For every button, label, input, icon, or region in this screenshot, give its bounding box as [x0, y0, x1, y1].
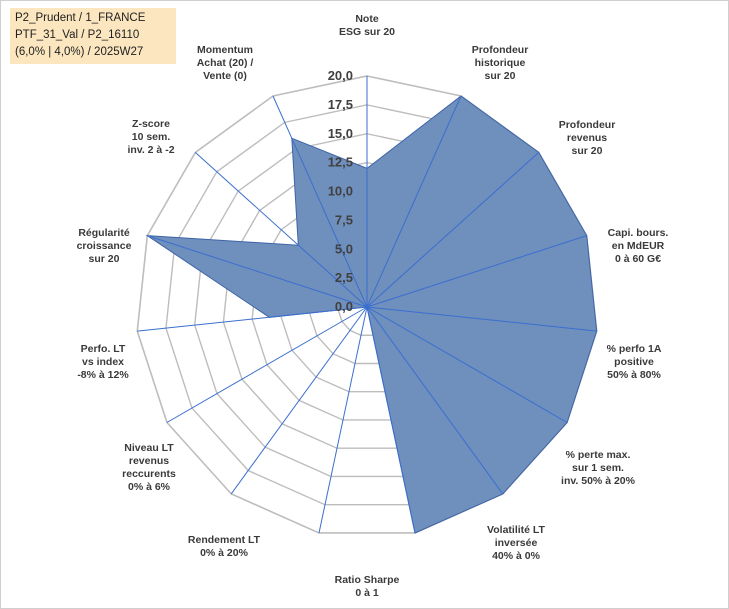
axis-label-line: croissance: [77, 240, 132, 252]
axis-label-line: Z-score: [132, 118, 170, 130]
axis-label-line: Achat (20) /: [197, 57, 254, 69]
axis-label: Profondeur revenus sur 20: [559, 119, 616, 157]
axis-label-line: Note: [355, 13, 378, 25]
info-line-2: PTF_31_Val / P2_16110: [15, 29, 140, 41]
tick-label: 12,5: [328, 155, 353, 170]
axis-label-line: % perte max.: [566, 449, 631, 461]
axis-label-line: reccurents: [122, 468, 176, 480]
axis-label: Ratio Sharpe 0 à 1: [335, 574, 400, 599]
axis-label-line: sur 20: [572, 145, 603, 157]
axis-spoke: [137, 306, 368, 332]
axis-label: Rendement LT 0% à 20%: [188, 534, 261, 559]
axis-label-line: sur 20: [89, 253, 120, 265]
axis-label: Perfo. LT vs index -8% à 12%: [77, 343, 129, 381]
axis-label-line: Profondeur: [472, 44, 529, 56]
axis-label-line: inversée: [495, 537, 538, 549]
axis-label: Volatilité LT inversée 40% à 0%: [487, 524, 546, 562]
axis-label: % perte max. sur 1 sem. inv. 50% à 20%: [561, 449, 636, 487]
portfolio-info-box: P2_Prudent / 1_FRANCE PTF_31_Val / P2_16…: [10, 8, 176, 64]
axis-label-line: 50% à 80%: [607, 369, 661, 381]
axis-label-line: 0% à 20%: [200, 547, 249, 559]
axis-label-line: Perfo. LT: [81, 343, 126, 355]
axis-label-line: -8% à 12%: [77, 369, 129, 381]
axis-label-line: sur 1 sem.: [572, 462, 624, 474]
axis-label-line: Vente (0): [203, 70, 247, 82]
radar-tick-labels: 0,0 2,5 5,0 7,5 10,0 12,5 15,0 17,5 20,0: [328, 68, 353, 314]
info-line-3: (6,0% | 4,0%) / 2025W27: [15, 46, 144, 58]
axis-label-line: Momentum: [197, 44, 253, 56]
tick-label: 7,5: [335, 212, 353, 227]
axis-label-line: historique: [475, 57, 526, 69]
axis-label: Régularité croissance sur 20: [77, 227, 132, 265]
axis-label-line: Ratio Sharpe: [335, 574, 400, 586]
axis-label-line: sur 20: [485, 70, 516, 82]
axis-spoke: [366, 235, 587, 308]
axis-spoke: [147, 235, 368, 308]
axis-spoke: [366, 306, 416, 534]
axis-label-line: Capi. bours.: [608, 227, 669, 239]
axis-label: Profondeur historique sur 20: [472, 44, 529, 82]
axis-spoke: [194, 152, 368, 308]
tick-label: 20,0: [328, 68, 353, 83]
axis-label-line: inv. 2 à -2: [127, 144, 174, 156]
axis-label-line: revenus: [567, 132, 607, 144]
info-line-1: P2_Prudent / 1_FRANCE: [15, 12, 146, 24]
tick-label: 15,0: [328, 126, 353, 141]
tick-label: 10,0: [328, 184, 353, 199]
axis-label-line: Niveau LT: [124, 442, 174, 454]
axis-label: Capi. bours. en MdEUR 0 à 60 G€: [608, 227, 669, 265]
axis-label-line: ESG sur 20: [339, 26, 395, 38]
axis-label-line: revenus: [129, 455, 169, 467]
axis-spoke: [366, 152, 540, 308]
axis-label: Niveau LT revenus reccurents 0% à 6%: [122, 442, 176, 493]
axis-spoke: [230, 306, 368, 495]
axis-spoke: [272, 95, 368, 308]
radar-spokes: [137, 76, 597, 534]
tick-label: 17,5: [328, 97, 353, 112]
axis-spoke: [366, 306, 504, 495]
tick-label: 0,0: [335, 299, 353, 314]
axis-label-line: en MdEUR: [612, 240, 665, 252]
axis-label-line: Volatilité LT: [487, 524, 546, 536]
axis-label-line: 0 à 1: [355, 587, 379, 599]
axis-label: Z-score 10 sem. inv. 2 à -2: [127, 118, 174, 156]
axis-label: % perfo 1A positive 50% à 80%: [607, 343, 662, 381]
axis-label-line: positive: [614, 356, 654, 368]
tick-label: 5,0: [335, 241, 353, 256]
axis-label: Note ESG sur 20: [339, 13, 395, 38]
axis-label-line: Profondeur: [559, 119, 616, 131]
axis-label-line: 0% à 6%: [128, 481, 171, 493]
axis-label: Momentum Achat (20) / Vente (0): [197, 44, 254, 82]
axis-label-line: Régularité: [78, 227, 130, 239]
axis-label-line: inv. 50% à 20%: [561, 475, 636, 487]
axis-label-line: Rendement LT: [188, 534, 261, 546]
axis-label-line: 0 à 60 G€: [615, 253, 661, 265]
axis-spoke: [318, 306, 368, 534]
axis-spoke: [166, 306, 368, 423]
axis-label-line: vs index: [82, 356, 124, 368]
axis-label-line: % perfo 1A: [607, 343, 662, 355]
axis-spoke: [366, 306, 568, 423]
tick-label: 2,5: [335, 270, 353, 285]
axis-spoke: [366, 306, 597, 332]
axis-label-line: 10 sem.: [132, 131, 171, 143]
axis-label-line: 40% à 0%: [492, 550, 541, 562]
axis-spoke: [366, 95, 462, 308]
